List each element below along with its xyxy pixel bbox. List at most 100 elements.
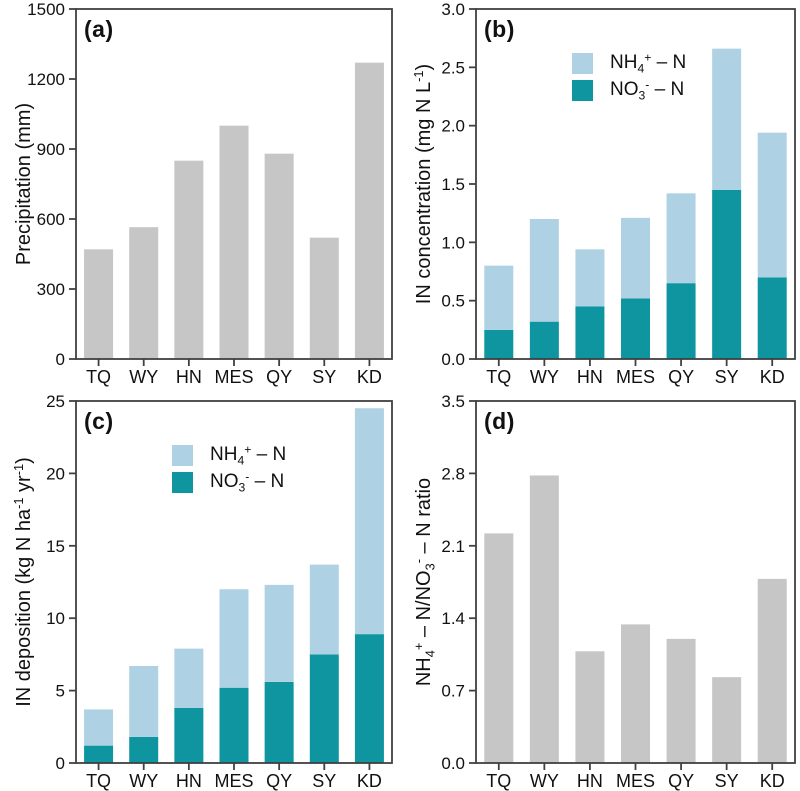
y-tick-label: 0.0 [441,754,465,773]
bar-segment-no3-MES [621,298,650,359]
x-tick-label: TQ [486,771,511,791]
bar-segment-no3-KD [354,634,384,763]
bar-KD [354,62,384,360]
bar-segment-nh4-TQ [484,265,514,330]
label-part: NH [610,52,638,73]
legend-label-nh4: NH4+ – N [210,443,286,468]
bar-segment-no3-QY [666,283,696,359]
x-tick-label: QY [668,771,694,791]
x-tick-label: QY [266,367,292,387]
bar-segment-no3-TQ [484,329,514,359]
x-tick-label: KD [357,771,382,791]
plot-area-a: TQ WY HN MES QY SY KD 0 300 600 900 1200 1500 [27,0,393,387]
y-tick-label: 900 [37,140,65,159]
y-axis-label-a: Precipitation (mm) [10,9,38,359]
x-tick-label: KD [357,367,382,387]
bar-segment-no3-SY [309,654,339,763]
bar-segment-no3-MES [219,687,249,763]
x-tick-label: SY [715,367,739,387]
bar-segment-no3-WY [129,736,159,763]
panel-c-in-deposition: TQ WY HN MES QY SY KD 0 5 10 15 20 25 IN deposition … [0,392,400,791]
y-tick-label: 25 [46,392,65,411]
legend-label-no3: NO3- – N [210,470,284,493]
label-part: 3 [422,563,438,571]
bar-TQ [84,249,114,359]
y-axis-label-c: IN deposition (kg N ha-1 yr-1) [10,401,38,763]
label-part: IN concentration (mg N L [413,81,435,305]
label-part: NO [210,471,239,492]
label-part: – N [651,52,687,73]
plot-frame [475,8,796,360]
panel-b-in-concentration: TQ WY HN MES QY SY KD 0.0 0.5 1.0 1.5 2.0 2.5 3.0 IN … [400,0,800,392]
plot-area-b: TQ WY HN MES QY SY KD 0.0 0.5 1.0 1.5 2.0 2.5 3.0 [441,0,796,387]
bar-segment-nh4-HN [575,249,605,307]
bar-WY [529,475,559,763]
bar-segment-nh4-WY [529,219,559,322]
label-part: + [410,642,426,651]
label-part: NO [610,79,639,100]
bar-SY [712,677,742,763]
bar-KD [757,578,787,763]
x-tick-label: TQ [86,771,111,791]
y-tick-label: 15 [46,537,65,556]
x-tick-label: SY [715,771,739,791]
y-tick-label: 2.0 [441,117,465,136]
bar-WY [129,227,159,359]
y-tick-label: 2.5 [441,58,465,77]
bar-segment-no3-HN [575,306,605,359]
bar-QY [264,153,294,359]
y-tick-label: 600 [37,210,65,229]
y-tick-label: 0 [56,350,65,369]
y-axis-label-b: IN concentration (mg N L-1) [410,9,438,359]
bar-MES [219,125,249,360]
legend-b: NH4+ – N NO3- – N [572,50,687,101]
label-part: NH [210,444,238,465]
bar-TQ [484,533,514,763]
bar-QY [666,638,696,763]
bar-segment-nh4-QY [666,193,696,284]
bar-segment-nh4-TQ [84,709,114,746]
legend-swatch-no3 [572,79,593,101]
x-tick-label: KD [760,771,785,791]
bar-segment-no3-QY [264,681,294,763]
legend-swatch-nh4 [172,444,193,466]
panel-d-ratio: TQ WY HN MES QY SY KD 0.0 0.7 1.4 2.1 2.8 3.5 NH4+ –… [400,392,800,791]
x-tick-label: HN [176,367,202,387]
bar-segment-nh4-SY [712,48,742,190]
x-tick-label: QY [266,771,292,791]
y-tick-label: 0 [56,754,65,773]
bar-segment-nh4-WY [129,665,159,737]
label-part: - [645,77,650,92]
y-tick-label: 1200 [27,70,65,89]
bar-segment-nh4-SY [309,564,339,655]
label-part: – N [649,79,685,100]
x-tick-label: SY [312,771,336,791]
plot-frame [75,8,393,360]
plot-frame [75,400,393,764]
y-tick-label: 0.5 [441,292,465,311]
y-tick-label: 0.0 [441,350,465,369]
panel-letter-b: (b) [484,16,515,42]
y-tick-label: 1500 [27,0,65,19]
panel-letter-c: (c) [84,408,114,434]
y-tick-label: 1.4 [441,609,465,628]
x-tick-label: MES [616,771,655,791]
bar-segment-nh4-MES [219,589,249,688]
panel-letter-a: (a) [84,16,114,42]
y-tick-label: 3.0 [441,0,465,19]
bar-segment-no3-TQ [84,745,114,763]
label-part: – N ratio [413,477,435,560]
y-axis-label-d: NH4+ – N/NO3- – N ratio [410,401,438,763]
y-tick-label: 2.8 [441,464,465,483]
x-tick-label: TQ [486,367,511,387]
x-tick-label: MES [214,771,253,791]
bar-segment-no3-HN [174,707,204,763]
y-tick-label: 10 [46,609,65,628]
y-tick-label: 300 [37,280,65,299]
label-part: yr [13,475,35,498]
label-part: - [410,559,426,564]
label-part: 4 [237,453,245,468]
legend-item-nh4: NH4+ – N [572,50,687,74]
label-part: + [644,50,652,65]
label-part: -1 [10,463,26,476]
